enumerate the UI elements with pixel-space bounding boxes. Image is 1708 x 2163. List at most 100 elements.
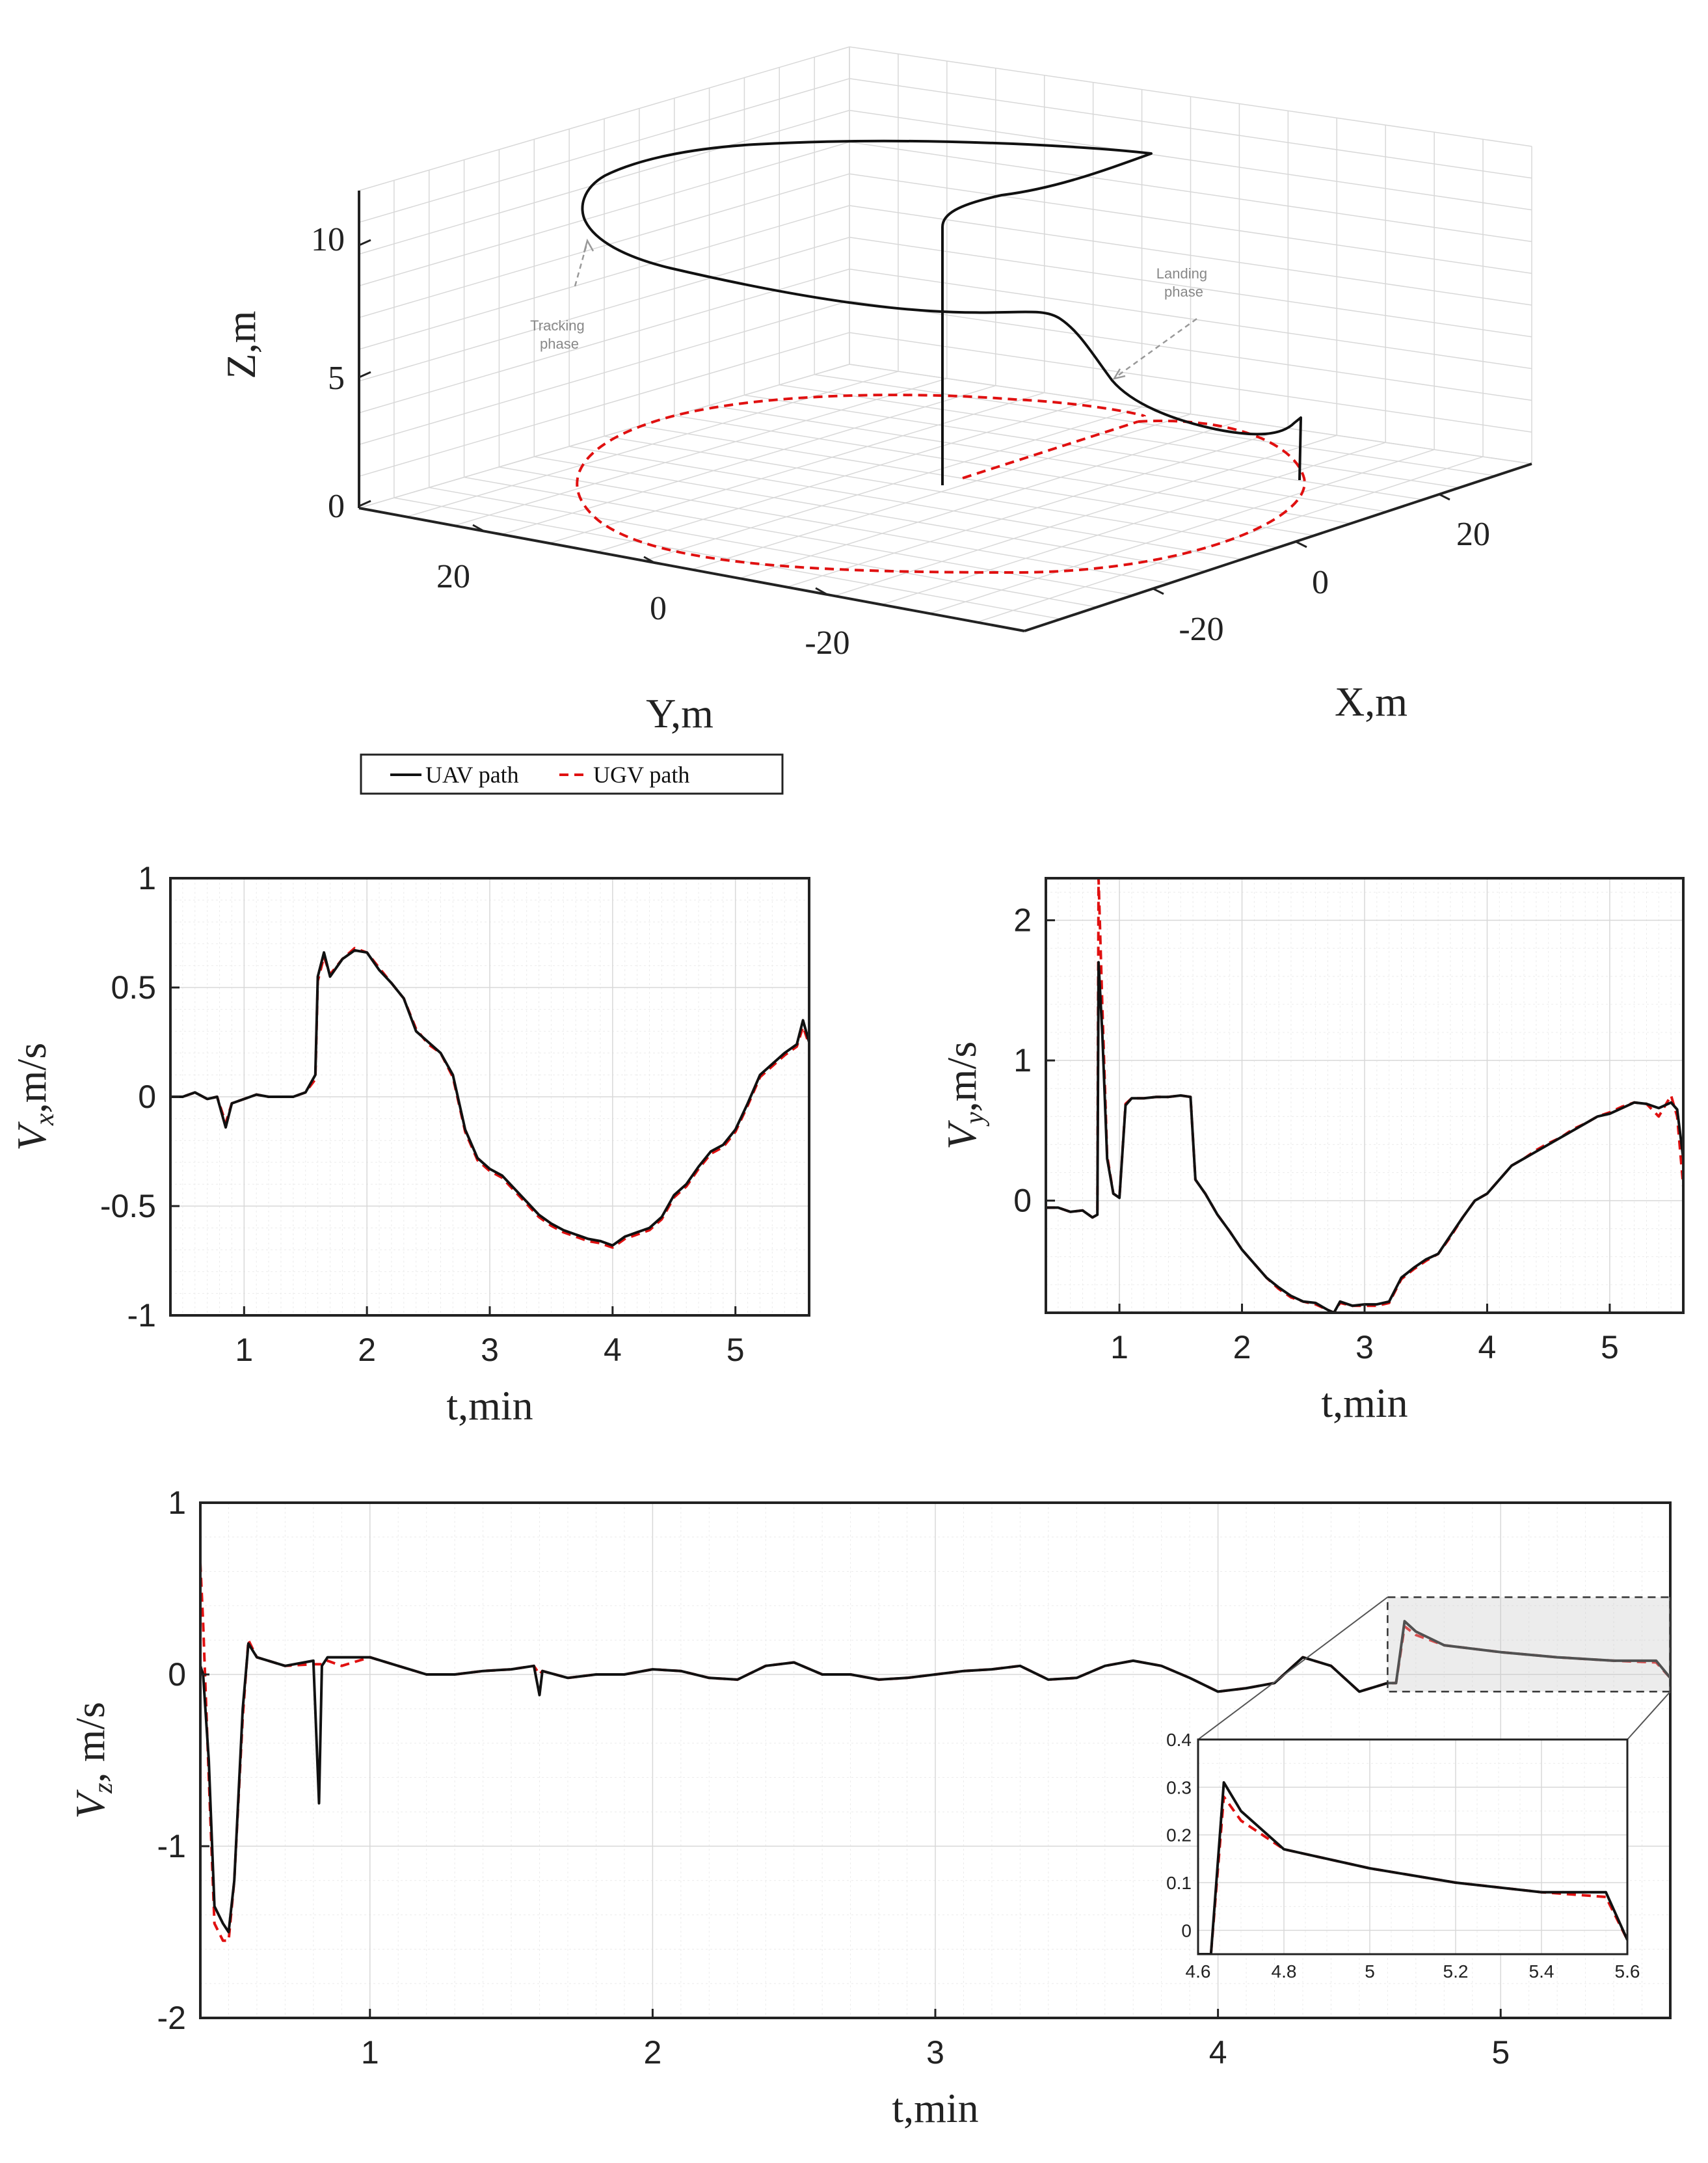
x-tick-label: 3 — [1355, 1329, 1374, 1365]
grid-line — [358, 141, 850, 287]
grid-line — [849, 237, 1532, 338]
y-tick-neg20: -20 — [805, 625, 849, 662]
x-tick-label: 3 — [926, 2034, 944, 2071]
landing-phase-label: Landing phase — [1156, 265, 1211, 300]
inset-uav-line — [1198, 1781, 1627, 1954]
y-tick-label: 2 — [1013, 902, 1032, 939]
x-axis-label: t,min — [1321, 1380, 1408, 1426]
grid-line — [849, 364, 1532, 464]
grid-line — [849, 332, 1532, 433]
grid-line — [358, 46, 850, 191]
y-tick-label: -1 — [127, 1297, 156, 1334]
legend-ugv-label: UGV path — [593, 762, 689, 788]
grid-line — [639, 425, 1314, 536]
x-tick-label: 4 — [604, 1332, 622, 1368]
inset-y-tick-label: 0.4 — [1166, 1730, 1192, 1750]
y-axis-label-sub: z — [88, 1783, 118, 1794]
grid-line — [849, 46, 1532, 147]
z-tick-10: 10 — [311, 221, 345, 258]
y-tick-mark — [643, 556, 656, 565]
grid-line — [358, 332, 850, 477]
grid-line — [358, 78, 850, 223]
x-tick-mark — [1153, 587, 1164, 595]
x-tick-label: 2 — [643, 2034, 661, 2071]
x-tick-label: 2 — [1233, 1329, 1251, 1365]
y-axis-label: Y,m — [646, 690, 714, 736]
inset-x-tick-label: 4.8 — [1272, 1961, 1297, 1982]
z-axis-label: Z,m — [218, 311, 264, 379]
legend-uav-label: UAV path — [425, 762, 519, 788]
grid-line — [358, 300, 850, 446]
y-tick-label: 1 — [138, 860, 156, 896]
path-3d-plot: 10 5 0 20 0 -20 -20 0 20 Z,m Y,m X,m Tra… — [218, 46, 1532, 795]
grid-line — [881, 442, 1386, 606]
x-tick-label: 5 — [1491, 2034, 1510, 2071]
y-axis-label-unit: , m/s — [67, 1702, 113, 1782]
uav-series-line — [200, 1620, 1670, 1933]
grid-line — [744, 394, 1423, 500]
zoom-region-box — [1387, 1596, 1672, 1693]
y-tick-label: -1 — [157, 1828, 186, 1864]
z-tick-0: 0 — [328, 488, 345, 525]
inset-y-tick-label: 0.2 — [1166, 1825, 1192, 1846]
x-tick-label: 3 — [481, 1332, 499, 1368]
x-axis-label: t,min — [892, 2085, 978, 2131]
grid-line — [834, 435, 1337, 597]
x-axis-label: t,min — [446, 1382, 533, 1429]
x-tick-label: 1 — [1110, 1329, 1128, 1365]
tracking-arrowhead — [583, 238, 594, 253]
y-axis-label: Vx,m/s — [8, 1043, 60, 1151]
x-tick-mark — [1439, 493, 1450, 501]
grid-line — [709, 405, 1387, 513]
grid-line — [849, 109, 1532, 211]
y-axis-label-sub: y — [960, 1112, 990, 1127]
grid-line — [358, 205, 850, 350]
x-tick-label: 4 — [1209, 2034, 1227, 2071]
y-axis-label-unit: ,m/s — [939, 1041, 985, 1112]
landing-label-line1: Landing — [1156, 265, 1207, 282]
zoom-connector-line — [1197, 1596, 1388, 1740]
x-axis-line — [1024, 463, 1532, 632]
inset-y-tick-label: 0 — [1181, 1920, 1192, 1941]
inset-x-tick-label: 5.4 — [1529, 1961, 1555, 1982]
z-tick-5: 5 — [328, 360, 345, 397]
y-tick-mark — [815, 587, 828, 596]
z-tick-mark — [358, 239, 371, 247]
y-axis-label: Vy,m/s — [939, 1041, 990, 1149]
x-tick-0: 0 — [1312, 564, 1329, 601]
landing-label-line2: phase — [1164, 284, 1203, 300]
grid-line — [358, 237, 850, 382]
uav-series-line — [170, 948, 809, 1247]
y-axis-label-main: V — [67, 1789, 113, 1819]
grid-line — [786, 427, 1288, 588]
x-tick-label: 1 — [235, 1332, 253, 1368]
tracking-label-line2: phase — [540, 336, 579, 352]
inset-y-tick-label: 0.1 — [1166, 1873, 1192, 1893]
x-tick-label: 2 — [358, 1332, 376, 1368]
y-tick-label: 0 — [138, 1079, 156, 1115]
grid-line — [739, 420, 1240, 579]
y-tick-mark — [472, 524, 485, 533]
grid-line — [929, 449, 1435, 614]
x-tick-neg20: -20 — [1179, 611, 1223, 648]
y-tick-label: 1 — [168, 1485, 186, 1521]
x-tick-20: 20 — [1456, 516, 1490, 553]
vy-plot: 1 2 3 4 5 2 1 0 t,min Vy,m/s — [939, 877, 1685, 1426]
y-tick-20: 20 — [436, 558, 470, 595]
tracking-label-line1: Tracking — [530, 317, 585, 334]
uav-path-3d — [581, 139, 1302, 485]
ugv-path-3d — [576, 394, 1306, 574]
grid-line — [849, 173, 1532, 274]
inset-frame — [1197, 1738, 1629, 1955]
grid-line — [849, 78, 1532, 179]
grid-line — [849, 141, 1532, 243]
tracking-phase-label: Tracking phase — [530, 317, 589, 352]
grid-line — [358, 268, 850, 414]
y-axis-label-main: V — [939, 1120, 985, 1149]
vx-plot: 1 2 3 4 5 1 0.5 0 -0.5 -1 t,min Vx,m/s — [8, 860, 810, 1429]
y-axis-label-main: V — [8, 1121, 55, 1151]
3d-grid — [358, 46, 1532, 632]
inset-x-tick-label: 5.6 — [1615, 1961, 1640, 1982]
y-tick-label: 0 — [168, 1656, 186, 1693]
